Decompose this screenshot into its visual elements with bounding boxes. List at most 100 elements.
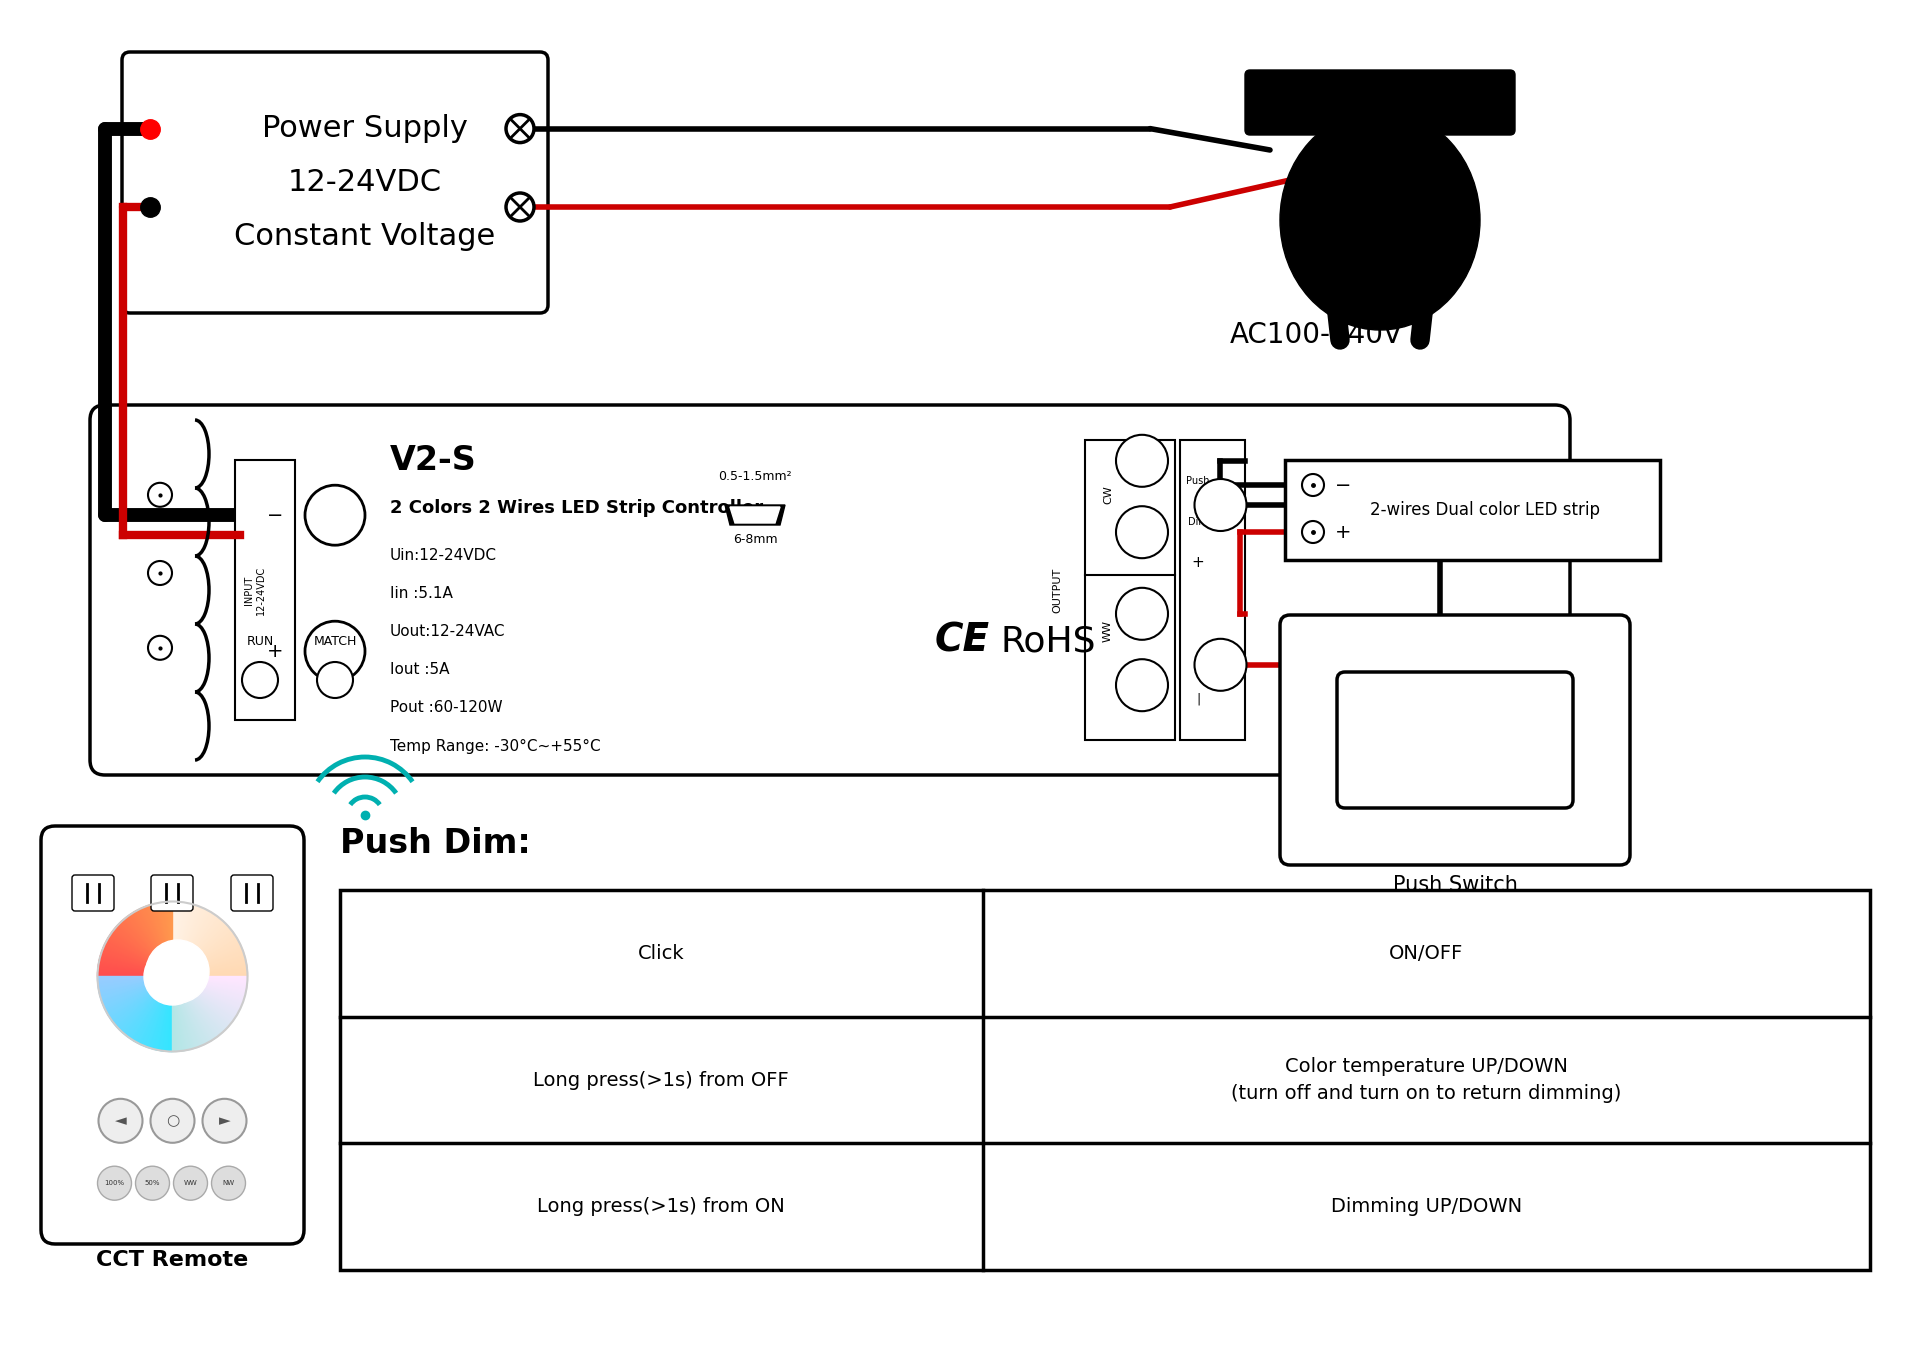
Polygon shape — [115, 927, 173, 977]
Polygon shape — [173, 906, 200, 977]
Polygon shape — [98, 977, 173, 980]
Polygon shape — [173, 924, 227, 977]
Polygon shape — [173, 977, 246, 996]
Polygon shape — [121, 977, 173, 1031]
Polygon shape — [142, 977, 173, 1046]
Polygon shape — [173, 977, 188, 1050]
Polygon shape — [127, 977, 173, 1037]
Polygon shape — [173, 934, 234, 977]
Text: Push: Push — [1187, 476, 1210, 486]
Polygon shape — [173, 939, 238, 977]
Polygon shape — [117, 977, 173, 1027]
Polygon shape — [113, 977, 173, 1023]
Polygon shape — [138, 977, 173, 1043]
Polygon shape — [173, 936, 236, 977]
Polygon shape — [159, 977, 173, 1050]
Polygon shape — [100, 954, 173, 977]
Polygon shape — [173, 954, 244, 977]
Polygon shape — [173, 977, 248, 986]
Text: 2-wires Dual color LED strip: 2-wires Dual color LED strip — [1371, 501, 1599, 519]
Polygon shape — [173, 963, 246, 977]
Polygon shape — [173, 977, 219, 1037]
Polygon shape — [173, 977, 221, 1035]
Polygon shape — [146, 977, 173, 1047]
FancyBboxPatch shape — [73, 875, 113, 911]
Polygon shape — [108, 977, 173, 1016]
FancyBboxPatch shape — [230, 875, 273, 911]
Polygon shape — [173, 977, 238, 1015]
Polygon shape — [173, 977, 196, 1049]
Polygon shape — [100, 977, 173, 996]
Text: Iout :5A: Iout :5A — [390, 663, 449, 678]
Polygon shape — [173, 977, 179, 1051]
Polygon shape — [127, 916, 173, 977]
Polygon shape — [173, 943, 240, 977]
Text: Uout:12-24VAC: Uout:12-24VAC — [390, 625, 505, 640]
Polygon shape — [150, 977, 173, 1049]
Text: Push Switch: Push Switch — [1392, 875, 1517, 896]
Polygon shape — [173, 923, 225, 977]
Polygon shape — [173, 953, 244, 977]
Polygon shape — [173, 977, 182, 1051]
Polygon shape — [157, 977, 173, 1050]
Polygon shape — [173, 977, 190, 1050]
Polygon shape — [123, 920, 173, 977]
Polygon shape — [121, 921, 173, 977]
Polygon shape — [163, 977, 173, 1051]
Polygon shape — [173, 944, 242, 977]
Polygon shape — [173, 977, 184, 1050]
Circle shape — [148, 482, 173, 507]
Polygon shape — [173, 977, 232, 1022]
Polygon shape — [173, 977, 175, 1051]
Polygon shape — [106, 940, 173, 977]
Polygon shape — [144, 977, 173, 1046]
Polygon shape — [100, 977, 173, 999]
Polygon shape — [173, 977, 236, 1016]
Polygon shape — [144, 906, 173, 977]
Text: V2-S: V2-S — [390, 444, 476, 477]
Polygon shape — [111, 932, 173, 977]
Text: Temp Range: -30°C~+55°C: Temp Range: -30°C~+55°C — [390, 738, 601, 753]
Polygon shape — [173, 977, 194, 1049]
Polygon shape — [173, 947, 242, 977]
Polygon shape — [132, 977, 173, 1041]
Polygon shape — [173, 977, 204, 1046]
Circle shape — [98, 1099, 142, 1142]
Polygon shape — [104, 944, 173, 977]
Polygon shape — [125, 919, 173, 977]
FancyBboxPatch shape — [1244, 70, 1515, 136]
Polygon shape — [98, 969, 173, 977]
Polygon shape — [173, 925, 228, 977]
Polygon shape — [169, 977, 173, 1051]
Polygon shape — [154, 904, 173, 977]
Polygon shape — [100, 977, 173, 993]
Text: Dim: Dim — [1188, 518, 1208, 527]
Polygon shape — [173, 977, 211, 1042]
Polygon shape — [140, 977, 173, 1045]
Polygon shape — [169, 977, 173, 1051]
Circle shape — [136, 1167, 169, 1201]
Polygon shape — [173, 977, 246, 989]
Polygon shape — [173, 901, 175, 977]
Polygon shape — [102, 977, 173, 1001]
Polygon shape — [144, 906, 173, 977]
Polygon shape — [173, 916, 219, 977]
Polygon shape — [173, 977, 240, 1012]
Polygon shape — [102, 977, 173, 1004]
Polygon shape — [173, 915, 215, 977]
Polygon shape — [157, 902, 173, 977]
Circle shape — [1116, 588, 1167, 640]
Polygon shape — [173, 977, 228, 1027]
Polygon shape — [173, 977, 240, 1009]
Polygon shape — [173, 911, 209, 977]
Polygon shape — [169, 901, 173, 977]
Polygon shape — [173, 977, 236, 1018]
Polygon shape — [173, 972, 248, 977]
Polygon shape — [154, 904, 173, 977]
Text: WW: WW — [1102, 619, 1114, 642]
Polygon shape — [161, 977, 173, 1050]
Polygon shape — [173, 901, 179, 977]
Polygon shape — [173, 912, 211, 977]
Polygon shape — [104, 977, 173, 1009]
Polygon shape — [173, 928, 230, 977]
